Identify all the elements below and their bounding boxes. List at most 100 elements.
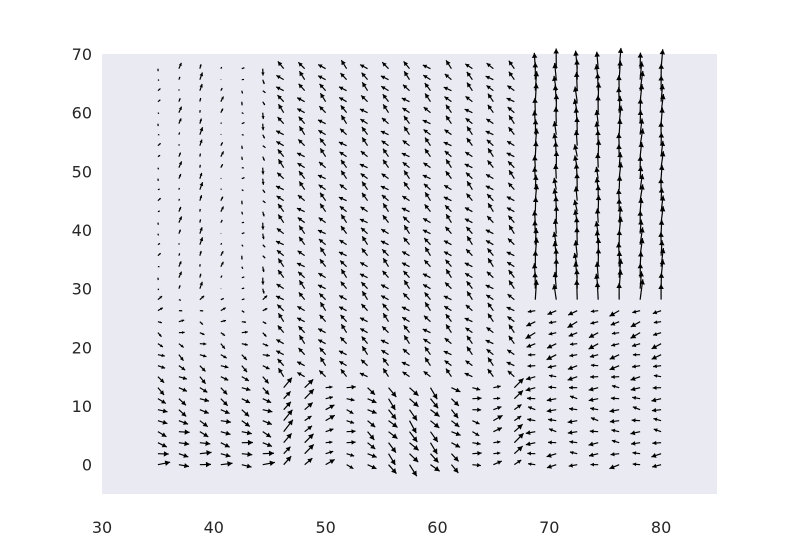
quiver-arrow: [220, 206, 225, 212]
quiver-arrow: [403, 334, 411, 344]
quiver-arrow: [325, 450, 334, 455]
quiver-arrow: [493, 451, 501, 455]
quiver-arrow: [296, 361, 305, 367]
quiver-arrow: [445, 368, 452, 378]
quiver-arrow: [261, 233, 265, 240]
quiver-arrow: [464, 218, 473, 224]
quiver-arrow: [283, 390, 292, 400]
quiver-arrow: [531, 263, 538, 278]
quiver-arrow: [297, 250, 306, 257]
plot-area: [102, 54, 717, 494]
quiver-arrow: [485, 118, 494, 125]
quiver-arrow: [508, 60, 515, 70]
quiver-arrow: [157, 365, 166, 369]
quiver-arrow: [548, 385, 557, 390]
quiver-arrow: [178, 354, 184, 362]
quiver-arrow: [220, 96, 225, 102]
quiver-arrow: [157, 210, 160, 213]
y-tick-label: 0: [82, 456, 92, 475]
quiver-arrow: [220, 87, 223, 91]
quiver-arrow: [241, 211, 244, 215]
quiver-arrow: [569, 342, 578, 346]
quiver-arrow: [276, 172, 285, 180]
quiver-arrow: [444, 204, 452, 213]
quiver-arrow: [220, 142, 224, 146]
x-tick-label: 80: [651, 518, 671, 537]
quiver-arrow: [573, 50, 579, 69]
quiver-arrow: [262, 101, 266, 106]
quiver-arrow: [199, 195, 203, 201]
quiver-arrow: [220, 409, 230, 415]
quiver-arrow: [241, 112, 244, 115]
quiver-arrow: [262, 353, 270, 358]
quiver-arrow: [380, 284, 389, 290]
quiver-arrow: [532, 155, 538, 168]
quiver-arrow: [220, 376, 229, 381]
quiver-arrow: [199, 172, 203, 179]
quiver-arrow: [318, 238, 327, 246]
quiver-arrow: [275, 295, 284, 301]
quiver-arrow: [630, 332, 641, 339]
quiver-arrow: [507, 215, 515, 224]
quiver-arrow: [220, 297, 225, 301]
quiver-arrow: [466, 235, 473, 245]
quiver-arrow: [590, 320, 599, 325]
quiver-arrow: [594, 166, 600, 179]
quiver-arrow: [304, 443, 315, 455]
quiver-arrow: [367, 409, 377, 414]
quiver-arrow: [422, 119, 431, 125]
quiver-arrow: [409, 431, 418, 443]
quiver-arrow: [508, 335, 515, 345]
quiver-arrow: [360, 303, 369, 312]
quiver-arrow: [346, 420, 355, 424]
quiver-arrow: [464, 108, 473, 114]
quiver-arrow: [485, 339, 494, 345]
quiver-arrow: [298, 334, 306, 344]
quiver-arrow: [466, 346, 473, 356]
quiver-arrow: [573, 129, 580, 146]
quiver-arrow: [638, 141, 644, 157]
quiver-arrow: [487, 313, 494, 322]
quiver-arrow: [220, 196, 224, 201]
quiver-arrow: [409, 387, 419, 397]
quiver-arrow: [157, 222, 159, 225]
quiver-arrow: [361, 181, 369, 191]
quiver-arrow: [157, 233, 160, 236]
quiver-arrow: [401, 361, 410, 367]
quiver-arrow: [630, 430, 641, 436]
quiver-arrow: [262, 244, 266, 248]
quiver-arrow: [261, 277, 265, 285]
quiver-arrow: [318, 292, 327, 301]
quiver-arrow: [486, 62, 494, 70]
quiver-arrow: [443, 184, 452, 191]
quiver-arrow: [472, 463, 481, 468]
quiver-arrow: [402, 371, 410, 378]
quiver-arrow: [157, 376, 165, 384]
quiver-arrow: [178, 253, 181, 256]
quiver-arrow: [199, 365, 206, 372]
quiver-arrow: [262, 420, 273, 425]
quiver-arrow: [486, 84, 494, 92]
quiver-arrow: [277, 103, 285, 113]
quiver-arrow: [296, 317, 305, 323]
quiver-arrow: [465, 95, 473, 103]
quiver-arrow: [422, 64, 431, 70]
quiver-arrow: [157, 442, 168, 448]
quiver-arrow: [567, 310, 578, 316]
quiver-arrow: [325, 385, 333, 389]
quiver-arrow: [380, 130, 389, 136]
quiver-arrow: [486, 271, 494, 279]
quiver-arrow: [547, 440, 557, 445]
quiver-arrow: [631, 343, 641, 348]
quiver-arrow: [346, 440, 356, 445]
quiver-arrow: [548, 374, 557, 378]
quiver-arrow: [178, 261, 182, 267]
quiver-arrow: [658, 132, 665, 146]
quiver-arrow: [241, 409, 250, 417]
quiver-arrow: [199, 110, 201, 113]
quiver-arrow: [199, 332, 205, 336]
quiver-arrow: [493, 460, 502, 466]
quiver-arrow: [199, 153, 202, 157]
quiver-arrow: [317, 339, 326, 345]
quiver-arrow: [297, 194, 306, 202]
